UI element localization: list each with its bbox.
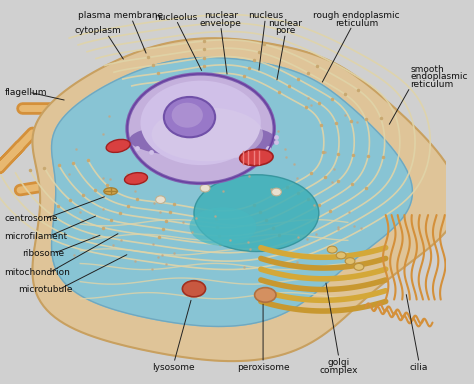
Text: plasma membrane: plasma membrane [78, 11, 163, 20]
Ellipse shape [155, 196, 165, 204]
Ellipse shape [164, 97, 215, 137]
Text: complex: complex [319, 366, 358, 375]
Ellipse shape [240, 149, 273, 166]
Text: nucleolus: nucleolus [155, 13, 198, 22]
Text: microtubule: microtubule [18, 285, 73, 295]
Ellipse shape [194, 175, 319, 252]
Text: centrosome: centrosome [4, 214, 58, 223]
Text: golgi: golgi [328, 358, 350, 367]
Ellipse shape [127, 74, 274, 184]
Text: nuclear: nuclear [268, 18, 302, 28]
Ellipse shape [140, 81, 261, 165]
Text: microfilament: microfilament [4, 232, 68, 241]
Ellipse shape [354, 263, 364, 270]
Ellipse shape [255, 288, 276, 302]
Ellipse shape [200, 184, 210, 192]
Text: peroxisome: peroxisome [237, 363, 290, 372]
Ellipse shape [336, 252, 346, 259]
Ellipse shape [80, 104, 90, 113]
Ellipse shape [152, 108, 263, 161]
Ellipse shape [345, 258, 355, 265]
Text: cilia: cilia [410, 363, 428, 372]
Ellipse shape [104, 188, 117, 195]
Text: rough endoplasmic: rough endoplasmic [313, 11, 400, 20]
Ellipse shape [172, 103, 203, 128]
Ellipse shape [272, 188, 282, 196]
Text: mitochondrion: mitochondrion [4, 268, 70, 277]
Text: nuclear: nuclear [204, 11, 238, 20]
Text: envelope: envelope [200, 18, 242, 28]
Text: ribosome: ribosome [22, 249, 64, 258]
Text: pore: pore [275, 26, 296, 35]
Text: reticulum: reticulum [335, 18, 378, 28]
Ellipse shape [106, 139, 130, 152]
Ellipse shape [190, 207, 256, 246]
Text: nucleus: nucleus [248, 11, 283, 20]
Text: lysosome: lysosome [153, 363, 195, 372]
Text: smooth: smooth [410, 65, 444, 74]
Text: reticulum: reticulum [410, 80, 454, 89]
Ellipse shape [182, 281, 206, 297]
Text: cytoplasm: cytoplasm [75, 26, 121, 35]
Polygon shape [52, 58, 412, 326]
Ellipse shape [327, 246, 337, 253]
Polygon shape [33, 38, 459, 361]
Text: flagellum: flagellum [4, 88, 47, 97]
Ellipse shape [125, 173, 147, 184]
Ellipse shape [129, 122, 276, 157]
Ellipse shape [138, 175, 147, 182]
Text: endoplasmic: endoplasmic [410, 72, 468, 81]
